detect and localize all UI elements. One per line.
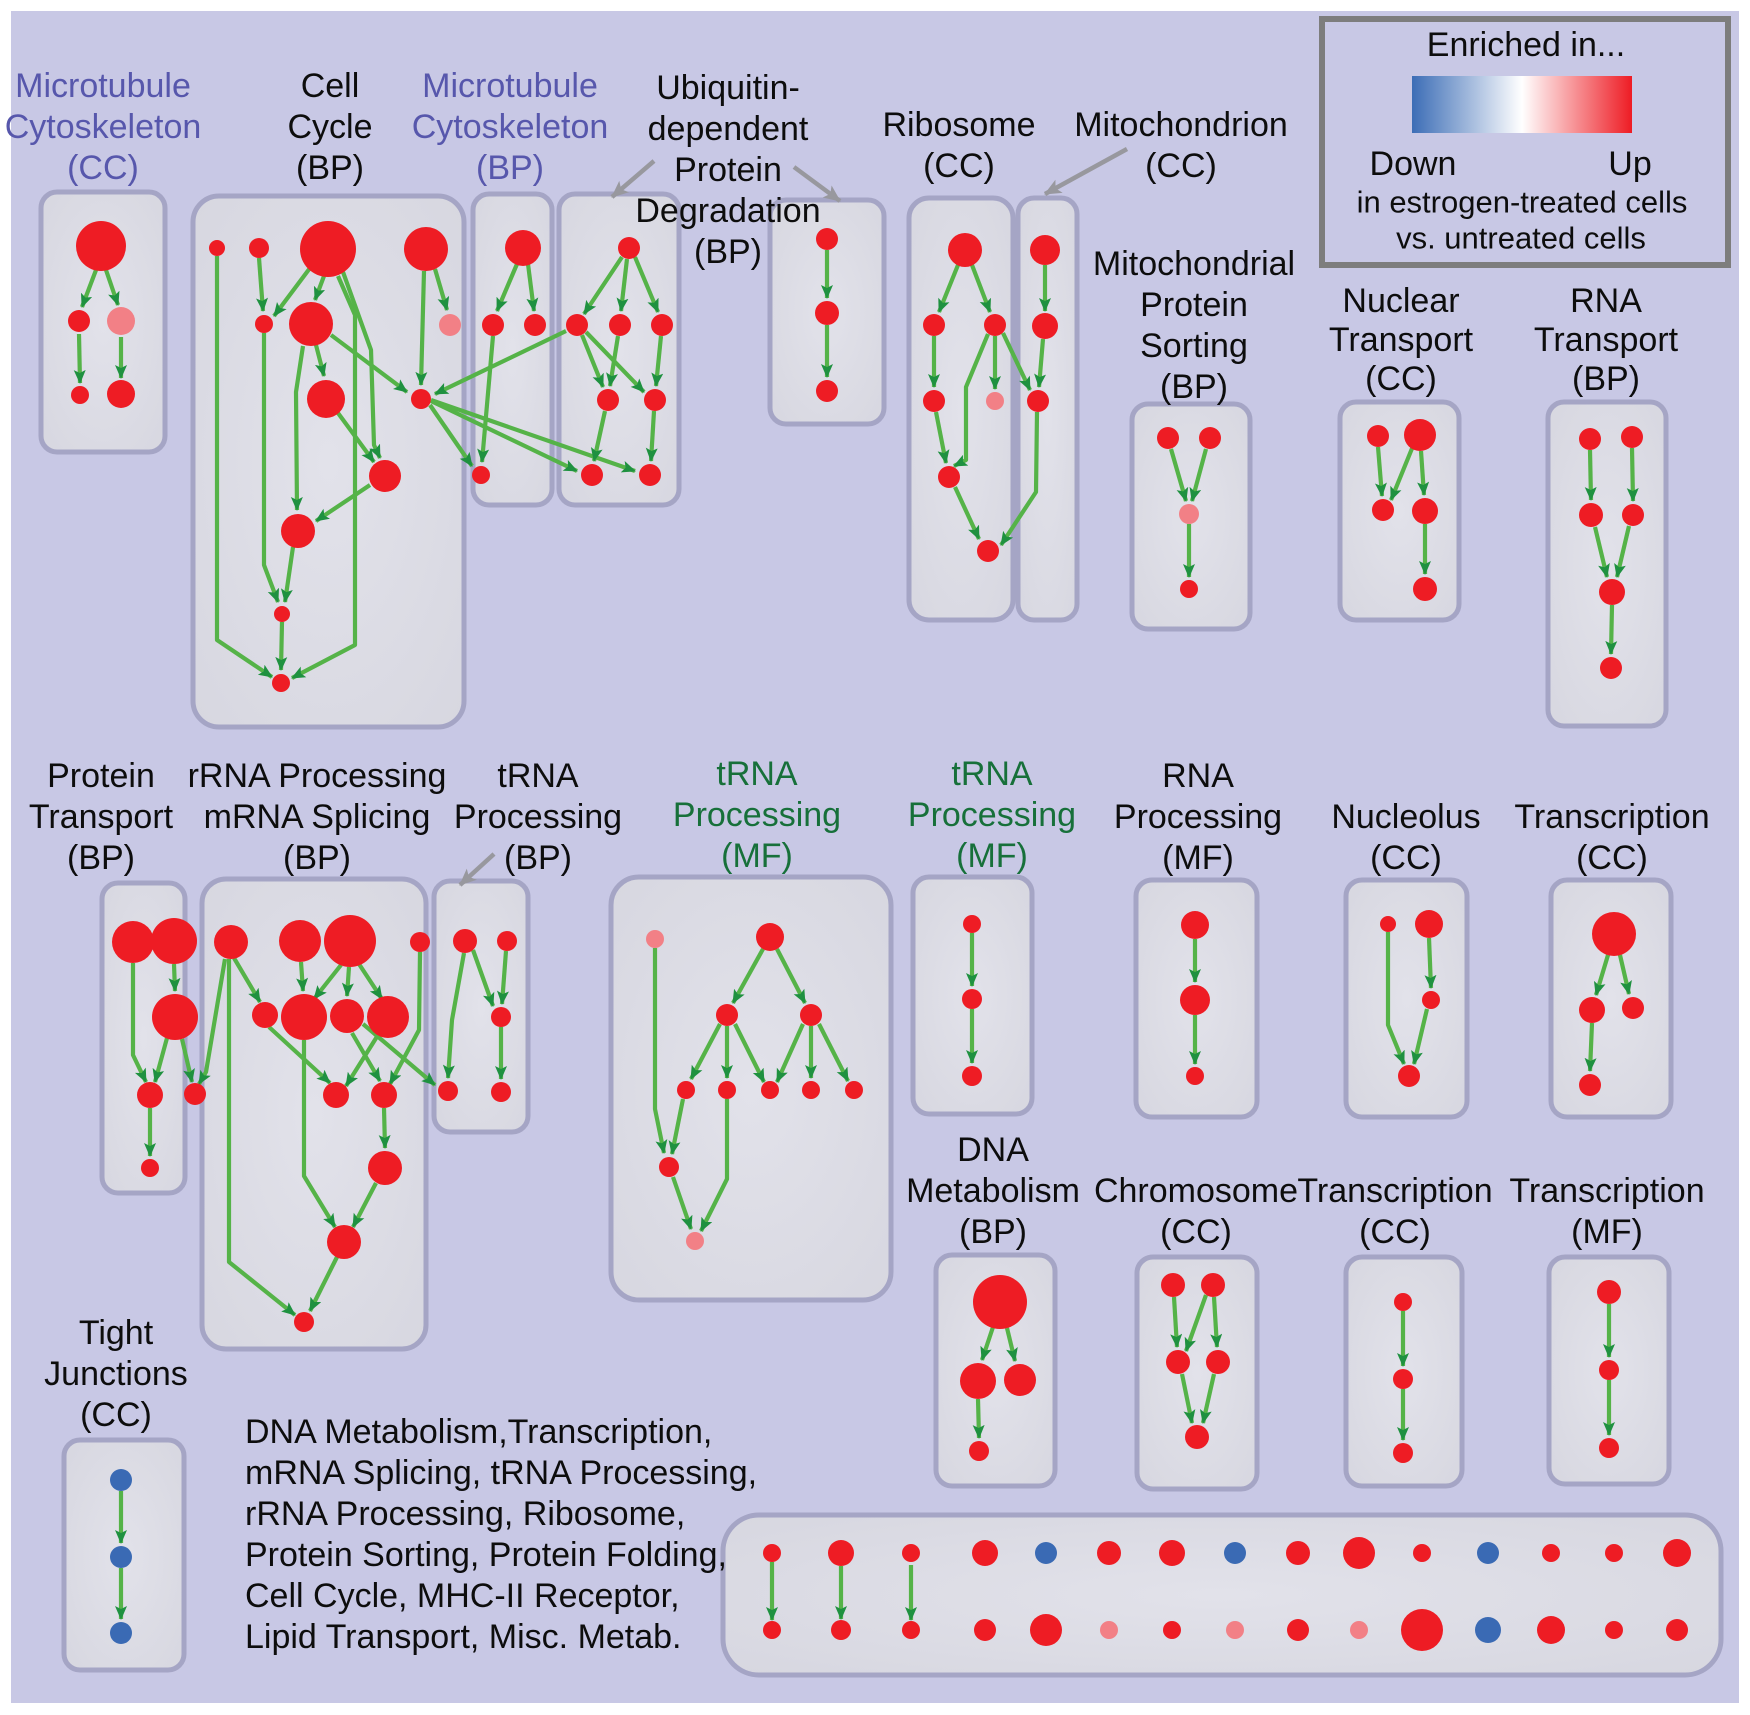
svg-text:(BP): (BP) xyxy=(1160,368,1228,406)
svg-text:Protein: Protein xyxy=(1140,286,1248,324)
svg-text:in estrogen-treated cells: in estrogen-treated cells xyxy=(1357,185,1688,220)
svg-text:Cell Cycle, MHC-II Receptor,: Cell Cycle, MHC-II Receptor, xyxy=(245,1577,680,1615)
svg-text:Transcription: Transcription xyxy=(1509,1172,1704,1210)
svg-text:Junctions: Junctions xyxy=(44,1355,188,1393)
svg-text:Ubiquitin-: Ubiquitin- xyxy=(656,69,800,107)
svg-text:Microtubule: Microtubule xyxy=(422,67,598,105)
svg-text:Degradation: Degradation xyxy=(635,192,820,230)
svg-text:(CC): (CC) xyxy=(1359,1213,1431,1251)
svg-text:(CC): (CC) xyxy=(1160,1213,1232,1251)
svg-text:(CC): (CC) xyxy=(80,1396,152,1434)
svg-text:Cell: Cell xyxy=(301,67,360,105)
svg-text:(MF): (MF) xyxy=(1162,839,1234,877)
svg-text:Sorting: Sorting xyxy=(1140,327,1248,365)
svg-text:Tight: Tight xyxy=(79,1314,154,1352)
svg-text:Transcription: Transcription xyxy=(1297,1172,1492,1210)
svg-text:Transcription: Transcription xyxy=(1514,798,1709,836)
svg-text:Transport: Transport xyxy=(29,798,174,836)
svg-text:(BP): (BP) xyxy=(1572,360,1640,398)
svg-text:tRNA: tRNA xyxy=(951,755,1033,793)
svg-text:(CC): (CC) xyxy=(923,147,995,185)
svg-text:mRNA Splicing: mRNA Splicing xyxy=(204,798,431,836)
svg-text:Nucleolus: Nucleolus xyxy=(1331,798,1480,836)
svg-text:Enriched in...: Enriched in... xyxy=(1427,26,1625,64)
svg-text:Transport: Transport xyxy=(1534,321,1679,359)
svg-text:vs. untreated cells: vs. untreated cells xyxy=(1396,221,1646,256)
svg-text:Up: Up xyxy=(1608,145,1651,183)
svg-text:rRNA Processing, Ribosome,: rRNA Processing, Ribosome, xyxy=(245,1495,685,1533)
svg-text:(BP): (BP) xyxy=(504,839,572,877)
svg-text:Protein: Protein xyxy=(47,757,155,795)
svg-text:(BP): (BP) xyxy=(959,1213,1027,1251)
svg-text:RNA: RNA xyxy=(1162,757,1234,795)
svg-text:Microtubule: Microtubule xyxy=(15,67,191,105)
svg-text:Cytoskeleton: Cytoskeleton xyxy=(412,108,609,146)
svg-text:DNA Metabolism,Transcription,: DNA Metabolism,Transcription, xyxy=(245,1413,712,1451)
svg-text:Protein Sorting, Protein Foldi: Protein Sorting, Protein Folding, xyxy=(245,1536,727,1574)
svg-text:Cycle: Cycle xyxy=(287,108,372,146)
svg-text:mRNA Splicing, tRNA Processing: mRNA Splicing, tRNA Processing, xyxy=(245,1454,757,1492)
svg-text:tRNA: tRNA xyxy=(497,757,579,795)
svg-text:Lipid Transport, Misc. Metab.: Lipid Transport, Misc. Metab. xyxy=(245,1618,682,1656)
svg-text:DNA: DNA xyxy=(957,1131,1029,1169)
svg-text:(BP): (BP) xyxy=(283,839,351,877)
svg-text:(BP): (BP) xyxy=(67,839,135,877)
svg-text:(CC): (CC) xyxy=(1576,839,1648,877)
svg-text:Ribosome: Ribosome xyxy=(882,106,1035,144)
svg-text:Mitochondrial: Mitochondrial xyxy=(1093,245,1295,283)
svg-text:Metabolism: Metabolism xyxy=(906,1172,1080,1210)
svg-text:(MF): (MF) xyxy=(721,837,793,875)
svg-text:(CC): (CC) xyxy=(1370,839,1442,877)
svg-text:(CC): (CC) xyxy=(1145,147,1217,185)
svg-text:(BP): (BP) xyxy=(694,233,762,271)
svg-text:Protein: Protein xyxy=(674,151,782,189)
svg-text:Chromosome: Chromosome xyxy=(1094,1172,1298,1210)
svg-text:(BP): (BP) xyxy=(296,149,364,187)
svg-text:rRNA Processing: rRNA Processing xyxy=(188,757,447,795)
svg-text:(MF): (MF) xyxy=(956,837,1028,875)
svg-text:(MF): (MF) xyxy=(1571,1213,1643,1251)
svg-text:Nuclear: Nuclear xyxy=(1342,282,1459,320)
svg-text:Processing: Processing xyxy=(454,798,622,836)
svg-text:Down: Down xyxy=(1370,145,1457,183)
svg-text:RNA: RNA xyxy=(1570,282,1642,320)
svg-text:Transport: Transport xyxy=(1329,321,1474,359)
svg-text:(CC): (CC) xyxy=(67,149,139,187)
svg-text:(BP): (BP) xyxy=(476,149,544,187)
svg-text:(CC): (CC) xyxy=(1365,360,1437,398)
svg-text:dependent: dependent xyxy=(648,110,809,148)
svg-text:Processing: Processing xyxy=(673,796,841,834)
svg-text:Mitochondrion: Mitochondrion xyxy=(1074,106,1288,144)
svg-text:Processing: Processing xyxy=(1114,798,1282,836)
svg-text:tRNA: tRNA xyxy=(716,755,798,793)
svg-text:Cytoskeleton: Cytoskeleton xyxy=(5,108,202,146)
svg-text:Processing: Processing xyxy=(908,796,1076,834)
